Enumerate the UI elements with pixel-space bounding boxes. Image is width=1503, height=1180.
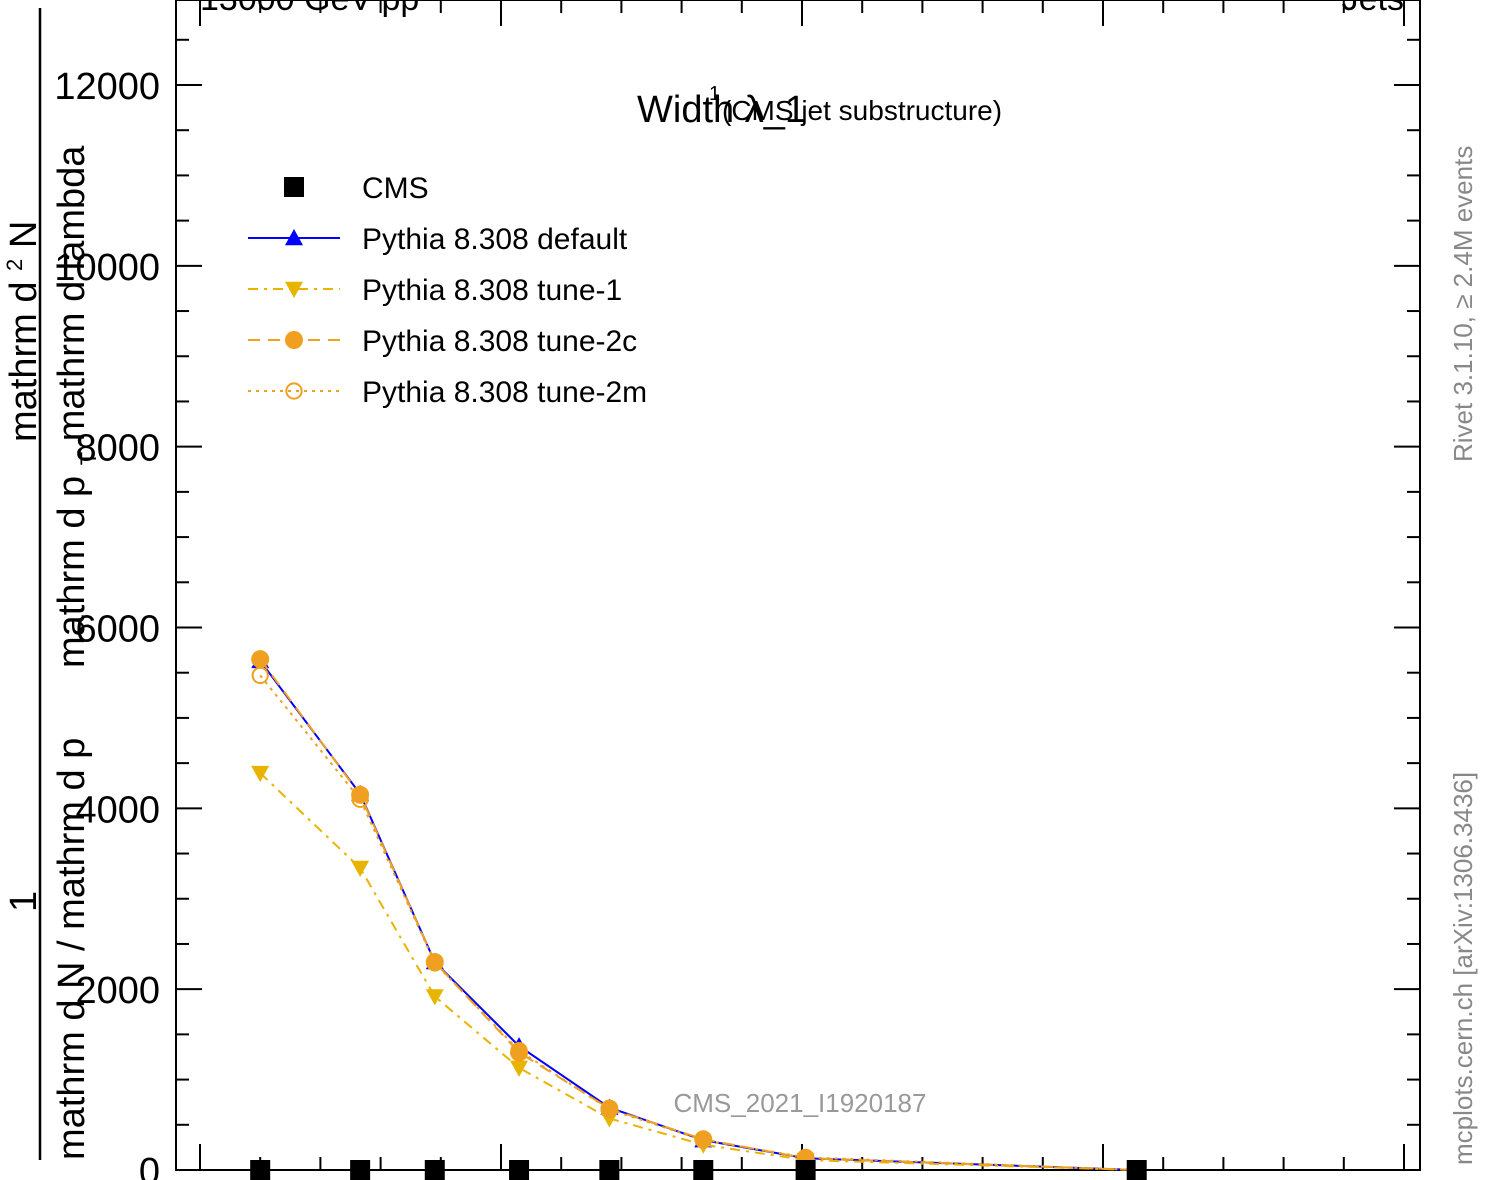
data-point-circle	[510, 1043, 529, 1062]
legend-label: Pythia 8.308 tune-2c	[362, 325, 637, 358]
series-line	[259, 772, 1137, 1171]
data-point-triangle-down	[251, 765, 270, 783]
analysis-watermark: CMS_2021_I1920187	[674, 1088, 927, 1118]
data-point-triangle-down	[510, 1060, 529, 1077]
y-tick-labels: 0 2000 4000 6000 8000 10000 12000	[54, 66, 160, 1180]
title-subtitle: (CMS jet substructure)	[722, 95, 1002, 126]
data-point-circle-open	[251, 666, 269, 685]
axis-ticks	[176, 0, 1420, 1171]
data-point-circle	[285, 331, 303, 349]
data-point-square	[795, 1160, 816, 1180]
y-tick-label: 12000	[54, 66, 160, 108]
data-point-circle	[600, 1099, 619, 1118]
title-superscript: 1	[709, 83, 720, 105]
data-point-circle	[694, 1130, 713, 1149]
y-tick-label: 8000	[75, 428, 160, 470]
process-label: Jets	[1342, 0, 1404, 18]
series-pythia-8-308-tune-2c	[251, 650, 1146, 1179]
y-tick-label: 6000	[75, 609, 160, 651]
ylabel-num-exp: 2	[2, 259, 27, 271]
title-main: Width λ_1	[637, 89, 806, 131]
data-point-square	[350, 1160, 371, 1180]
legend-label: Pythia 8.308 tune-2m	[362, 376, 647, 409]
data-point-triangle-down	[285, 281, 303, 298]
data-point-square	[424, 1160, 445, 1180]
data-point-square	[599, 1160, 620, 1180]
data-point-circle	[351, 785, 370, 804]
legend: CMS Pythia 8.308 default Pythia 8.308 tune…	[248, 172, 647, 409]
y-tick-label: 10000	[54, 247, 160, 289]
ylabel-denominator-right: mathrm d p T mathrm d lambda	[51, 145, 105, 668]
chart-title: Width λ_1	[637, 89, 806, 131]
ylabel-denominator: mathrm d N / mathrm d p	[51, 738, 93, 1160]
ylabel-den-sub: T	[76, 452, 101, 465]
ylabel-one: 1	[3, 891, 45, 912]
ylabel-numerator-right: mathrm d 2 N	[0, 221, 45, 442]
legend-item: Pythia 8.308 default	[248, 223, 628, 256]
energy-label: 13000 GeV pp	[200, 0, 419, 18]
y-tick-label: 0	[139, 1151, 160, 1180]
series-line	[259, 658, 1137, 1171]
y-tick-label: 4000	[75, 789, 160, 831]
data-point-circle	[425, 953, 444, 972]
data-point-circle-open	[285, 382, 303, 400]
data-point-square	[250, 1160, 271, 1180]
series-cms	[250, 1160, 1147, 1180]
legend-item: CMS	[284, 172, 429, 205]
mcplots-label: mcplots.cern.ch [arXiv:1306.3436]	[1448, 772, 1478, 1165]
rivet-label: Rivet 3.1.10, ≥ 2.4M events	[1448, 146, 1478, 462]
legend-label: CMS	[362, 172, 429, 205]
ylabel-num-n: N	[3, 221, 45, 248]
series-layer	[250, 650, 1147, 1180]
legend-label: Pythia 8.308 default	[362, 223, 628, 256]
data-point-square	[284, 177, 304, 197]
legend-label: Pythia 8.308 tune-1	[362, 274, 622, 307]
data-point-square	[1126, 1160, 1147, 1180]
y-axis-label: 1 mathrm d N / mathrm d p mathrm d 2 N m…	[0, 8, 105, 1160]
legend-item: Pythia 8.308 tune-1	[248, 274, 622, 307]
data-point-square	[693, 1160, 714, 1180]
y-tick-label: 2000	[75, 970, 160, 1012]
legend-item: Pythia 8.308 tune-2c	[248, 325, 637, 358]
data-point-triangle-up	[285, 229, 303, 246]
data-point-triangle-down	[425, 989, 444, 1006]
ylabel-num-d: mathrm d	[3, 282, 45, 442]
data-point-triangle-down	[351, 860, 370, 878]
data-point-square	[509, 1160, 530, 1180]
data-point-circle	[251, 650, 270, 669]
ylabel-den-dp: mathrm d p	[51, 476, 93, 668]
legend-item: Pythia 8.308 tune-2m	[248, 376, 647, 409]
ylabel-den-tail: mathrm d lambda	[51, 145, 93, 442]
